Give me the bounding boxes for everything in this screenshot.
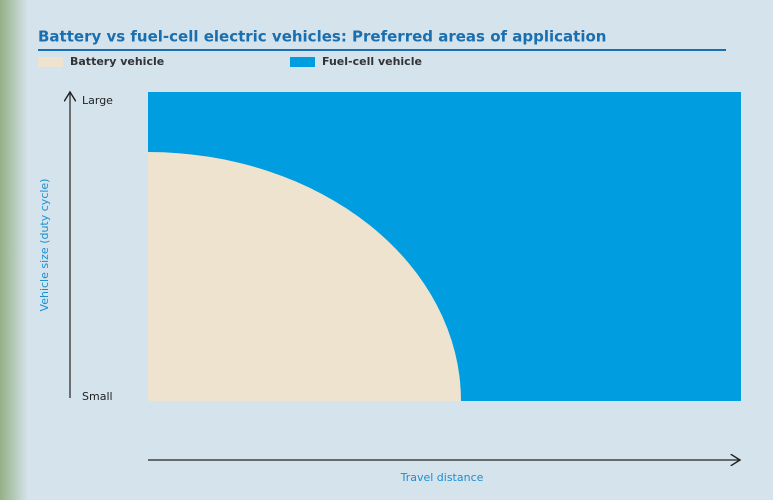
legend-label: Battery vehicle <box>70 55 164 68</box>
title: Battery vs fuel-cell electric vehicles: … <box>38 28 606 46</box>
y-axis-label: Vehicle size (duty cycle) <box>38 179 51 312</box>
legend-label: Fuel-cell vehicle <box>322 55 422 68</box>
y-top-label: Large <box>82 94 113 107</box>
x-axis-label: Travel distance <box>400 471 484 484</box>
page: Battery vs fuel-cell electric vehicles: … <box>0 0 773 500</box>
legend-swatch <box>290 57 315 67</box>
y-bottom-label: Small <box>82 390 113 403</box>
photo-edge <box>0 0 28 500</box>
legend-swatch <box>38 57 63 67</box>
